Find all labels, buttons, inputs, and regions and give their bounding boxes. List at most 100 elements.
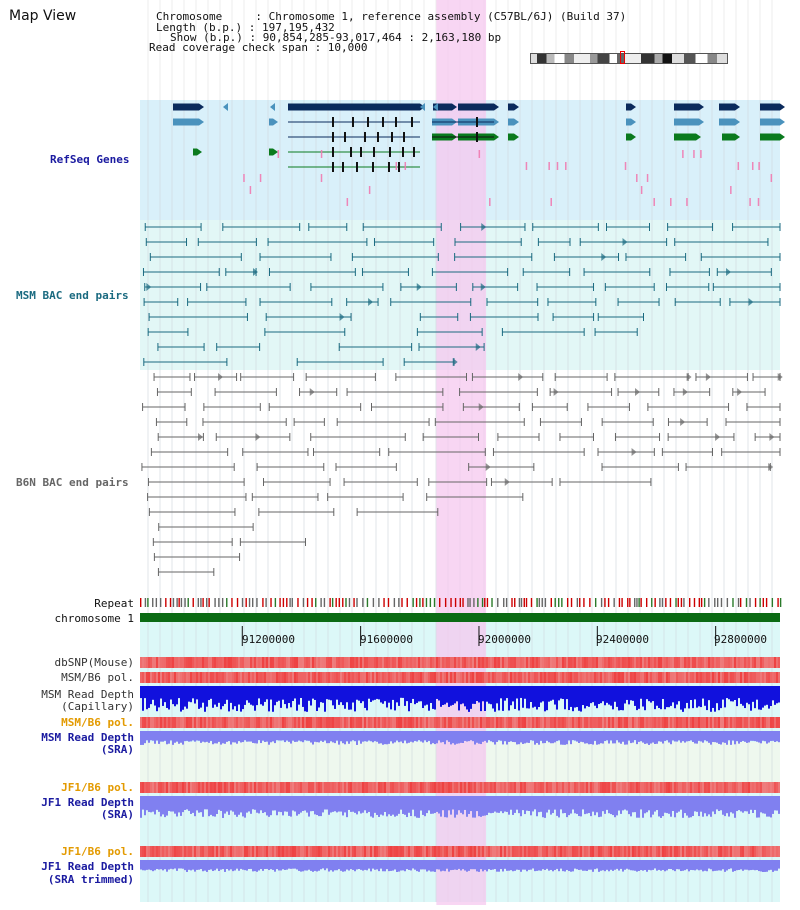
jf1-depth-sra-bar (170, 796, 172, 812)
jf1-depth-sra-bar (686, 796, 688, 816)
msm-depth-sra-bar (756, 731, 758, 742)
msm-depth-sra-bar (754, 731, 756, 742)
jf1-b6-pol-strip (454, 782, 456, 793)
msm-b6-pol-2-strip (608, 717, 610, 728)
msm-depth-capillary-bar (684, 686, 686, 709)
jf1-b6-pol-2-strip (380, 846, 382, 857)
jf1-b6-pol-strip (512, 782, 514, 793)
msm-depth-capillary-bar (722, 686, 724, 700)
jf1-depth-trimmed-bar (550, 860, 552, 870)
msm-depth-sra-bar (744, 731, 746, 742)
msm-b6-pol-strip (478, 672, 480, 683)
track-title-refseq[interactable]: RefSeq Genes (50, 153, 130, 166)
msm-b6-pol-strip (544, 672, 546, 683)
jf1-b6-pol-2-strip (284, 846, 286, 857)
msm-b6-pol-strip (408, 672, 410, 683)
track-label-msm-depth-capillary[interactable]: MSM Read Depth (41, 688, 134, 701)
msm-depth-sra-bar (532, 731, 534, 741)
msm-depth-sra-bar (372, 731, 374, 743)
jf1-depth-trimmed-bar (220, 860, 222, 870)
jf1-depth-trimmed-bar (750, 860, 752, 871)
track-label-msm-b6-pol[interactable]: MSM/B6 pol. (61, 671, 134, 684)
ideogram-position-marker[interactable] (620, 51, 625, 64)
jf1-depth-trimmed-bar (312, 860, 314, 872)
track-label-repeat[interactable]: Repeat (94, 597, 134, 610)
msm-depth-capillary-bar (188, 686, 190, 702)
jf1-depth-trimmed-bar (422, 860, 424, 870)
jf1-depth-trimmed-bar (406, 860, 408, 870)
jf1-b6-pol-2-strip (430, 846, 432, 857)
repeat-mark (523, 598, 525, 607)
jf1-depth-sra-bar (652, 796, 654, 815)
jf1-b6-pol-strip (686, 782, 688, 793)
jf1-b6-pol-strip (258, 782, 260, 793)
jf1-b6-pol-2-strip (674, 846, 676, 857)
msm-b6-pol-strip (438, 672, 440, 683)
msm-depth-capillary-bar (446, 686, 448, 703)
jf1-depth-sra-bar (358, 796, 360, 812)
jf1-depth-sra-bar (698, 796, 700, 817)
jf1-depth-trimmed-bar (402, 860, 404, 871)
jf1-b6-pol-strip (584, 782, 586, 793)
jf1-depth-trimmed-bar (344, 860, 346, 872)
jf1-depth-sra-bar (248, 796, 250, 812)
refseq-arrow-3 (433, 103, 438, 111)
track-label-jf1-b6-pol-2[interactable]: JF1/B6 pol. (61, 845, 134, 858)
msm-b6-pol-2-strip (290, 717, 292, 728)
msm-depth-sra-bar (494, 731, 496, 745)
msm-depth-capillary-bar (168, 686, 170, 710)
msm-depth-sra-bar (474, 731, 476, 745)
jf1-depth-sra-bar (416, 796, 418, 818)
msm-b6-pol-strip (630, 672, 632, 683)
jf1-b6-pol-2-strip (376, 846, 378, 857)
jf1-depth-sra-bar (518, 796, 520, 814)
jf1-depth-sra-bar (164, 796, 166, 818)
jf1-depth-trimmed-bar (142, 860, 144, 871)
jf1-depth-sra-bar (252, 796, 254, 810)
jf1-b6-pol-2-strip (632, 846, 634, 857)
track-title-b6n-bac[interactable]: B6N BAC end pairs (16, 476, 129, 489)
track-label-jf1-depth-sra[interactable]: JF1 Read Depth (41, 796, 134, 809)
jf1-depth-sra-bar (256, 796, 258, 813)
msm-b6-pol-strip (338, 672, 340, 683)
msm-depth-sra-bar (418, 731, 420, 741)
track-label-msm-depth-sra[interactable]: MSM Read Depth (41, 731, 134, 744)
track-title-msm-bac[interactable]: MSM BAC end pairs (16, 289, 129, 302)
msm-depth-capillary-bar (158, 686, 160, 708)
dbsnp-strip (372, 657, 374, 668)
dbsnp-strip (734, 657, 736, 668)
track-label-dbsnp[interactable]: dbSNP(Mouse) (54, 656, 134, 669)
jf1-depth-trimmed-bar (496, 860, 498, 872)
msm-b6-pol-strip (586, 672, 588, 683)
jf1-b6-pol-2-strip (534, 846, 536, 857)
msm-b6-pol-strip (226, 672, 228, 683)
msm-depth-sra-bar (240, 731, 242, 743)
msm-b6-pol-2-strip (524, 717, 526, 728)
dbsnp-strip (620, 657, 622, 668)
jf1-depth-sra-bar (434, 796, 436, 814)
repeat-mark (419, 598, 421, 607)
track-label-chromosome[interactable]: chromosome 1 (54, 612, 134, 625)
jf1-depth-trimmed-bar (170, 860, 172, 869)
track-label-jf1-b6-pol[interactable]: JF1/B6 pol. (61, 781, 134, 794)
jf1-depth-sra-bar (368, 796, 370, 812)
msm-b6-pol-2-strip (634, 717, 636, 728)
msm-b6-pol-2-strip (644, 717, 646, 728)
msm-depth-capillary-bar (646, 686, 648, 700)
jf1-depth-sra-bar (140, 796, 142, 818)
track-label-msm-b6-pol-2[interactable]: MSM/B6 pol. (61, 716, 134, 729)
repeat-mark (184, 598, 186, 607)
chromosome-ideogram[interactable] (530, 53, 728, 64)
jf1-depth-trimmed-bar (608, 860, 610, 872)
jf1-b6-pol-strip (608, 782, 610, 793)
refseq-gene-2-4 (674, 133, 696, 141)
msm-b6-pol-strip (482, 672, 484, 683)
dbsnp-strip (746, 657, 748, 668)
msm-depth-capillary-bar (458, 686, 460, 711)
track-label-jf1-depth-trimmed[interactable]: JF1 Read Depth (41, 860, 134, 873)
msm-depth-capillary-bar (470, 686, 472, 709)
jf1-b6-pol-strip (488, 782, 490, 793)
msm-b6-pol-2-strip (504, 717, 506, 728)
msm-b6-pol-strip (514, 672, 516, 683)
jf1-b6-pol-2-strip (212, 846, 214, 857)
